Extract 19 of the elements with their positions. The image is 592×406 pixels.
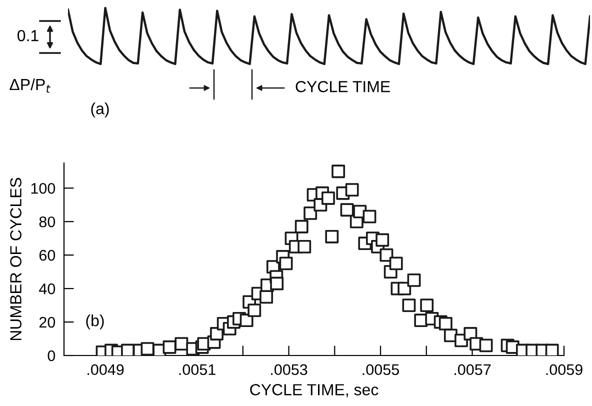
x-tick-label: .0053 bbox=[271, 364, 308, 376]
x-tick-label: .0049 bbox=[88, 364, 124, 376]
x-tick-label: .0055 bbox=[362, 364, 399, 376]
y-tick-label: 60 bbox=[39, 250, 56, 261]
annotation: (b) bbox=[86, 314, 104, 330]
text: ΔP/P$_{t}$ bbox=[10, 78, 51, 93]
text: CYCLE TIME bbox=[296, 80, 390, 92]
y-axis-title: NUMBER OF CYCLES bbox=[10, 178, 22, 340]
y-tick-label: 40 bbox=[39, 283, 56, 294]
y-tick-label: 0 bbox=[48, 350, 56, 362]
text: (a) bbox=[91, 102, 109, 118]
x-tick-label: .0059 bbox=[546, 364, 582, 376]
y-tick-label: 80 bbox=[39, 216, 56, 228]
x-axis-title: CYCLE TIME, sec bbox=[250, 384, 378, 398]
text: 0.1 bbox=[18, 30, 38, 42]
y-tick-label: 20 bbox=[39, 316, 56, 328]
y-tick-label: 100 bbox=[31, 182, 56, 194]
x-tick-label: .0051 bbox=[179, 364, 216, 376]
x-tick-label: .0057 bbox=[454, 364, 491, 376]
